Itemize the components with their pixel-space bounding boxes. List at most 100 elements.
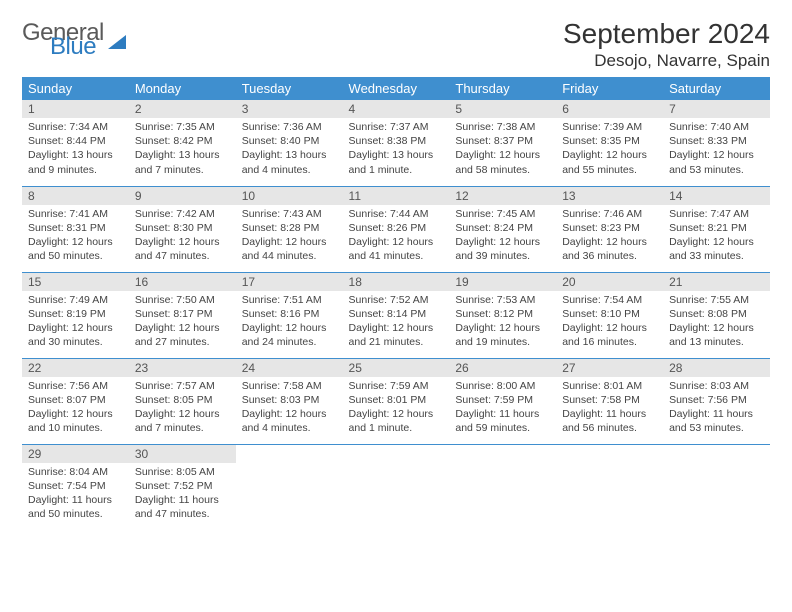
day-number: 16: [129, 273, 236, 291]
daylight-line: Daylight: 11 hours and 47 minutes.: [135, 493, 230, 521]
day-number: 30: [129, 445, 236, 463]
calendar-cell: 18Sunrise: 7:52 AMSunset: 8:14 PMDayligh…: [343, 272, 450, 358]
calendar-cell: 27Sunrise: 8:01 AMSunset: 7:58 PMDayligh…: [556, 358, 663, 444]
day-number: 17: [236, 273, 343, 291]
calendar-cell: 16Sunrise: 7:50 AMSunset: 8:17 PMDayligh…: [129, 272, 236, 358]
day-details: Sunrise: 7:49 AMSunset: 8:19 PMDaylight:…: [22, 291, 129, 354]
day-details: Sunrise: 7:37 AMSunset: 8:38 PMDaylight:…: [343, 118, 450, 181]
sunset-line: Sunset: 8:44 PM: [28, 134, 123, 148]
weekday-header: Thursday: [449, 77, 556, 100]
calendar-cell: 2Sunrise: 7:35 AMSunset: 8:42 PMDaylight…: [129, 100, 236, 186]
calendar-table: Sunday Monday Tuesday Wednesday Thursday…: [22, 77, 770, 530]
sunrise-line: Sunrise: 7:49 AM: [28, 293, 123, 307]
day-details: Sunrise: 8:05 AMSunset: 7:52 PMDaylight:…: [129, 463, 236, 526]
daylight-line: Daylight: 13 hours and 1 minute.: [349, 148, 444, 176]
day-details: Sunrise: 7:41 AMSunset: 8:31 PMDaylight:…: [22, 205, 129, 268]
daylight-line: Daylight: 11 hours and 53 minutes.: [669, 407, 764, 435]
sunrise-line: Sunrise: 8:03 AM: [669, 379, 764, 393]
calendar-row: 29Sunrise: 8:04 AMSunset: 7:54 PMDayligh…: [22, 444, 770, 530]
calendar-cell: 26Sunrise: 8:00 AMSunset: 7:59 PMDayligh…: [449, 358, 556, 444]
day-details: Sunrise: 7:43 AMSunset: 8:28 PMDaylight:…: [236, 205, 343, 268]
sunrise-line: Sunrise: 7:50 AM: [135, 293, 230, 307]
daylight-line: Daylight: 12 hours and 13 minutes.: [669, 321, 764, 349]
sunrise-line: Sunrise: 7:56 AM: [28, 379, 123, 393]
daylight-line: Daylight: 11 hours and 50 minutes.: [28, 493, 123, 521]
calendar-row: 15Sunrise: 7:49 AMSunset: 8:19 PMDayligh…: [22, 272, 770, 358]
sunrise-line: Sunrise: 7:37 AM: [349, 120, 444, 134]
sunrise-line: Sunrise: 7:34 AM: [28, 120, 123, 134]
day-details: Sunrise: 8:04 AMSunset: 7:54 PMDaylight:…: [22, 463, 129, 526]
day-details: Sunrise: 8:01 AMSunset: 7:58 PMDaylight:…: [556, 377, 663, 440]
day-number: 5: [449, 100, 556, 118]
day-number: 27: [556, 359, 663, 377]
day-details: Sunrise: 7:51 AMSunset: 8:16 PMDaylight:…: [236, 291, 343, 354]
day-details: Sunrise: 7:52 AMSunset: 8:14 PMDaylight:…: [343, 291, 450, 354]
day-number: 18: [343, 273, 450, 291]
day-number: 26: [449, 359, 556, 377]
sunrise-line: Sunrise: 7:47 AM: [669, 207, 764, 221]
day-details: Sunrise: 7:36 AMSunset: 8:40 PMDaylight:…: [236, 118, 343, 181]
day-number: 25: [343, 359, 450, 377]
weekday-header: Wednesday: [343, 77, 450, 100]
weekday-header-row: Sunday Monday Tuesday Wednesday Thursday…: [22, 77, 770, 100]
daylight-line: Daylight: 12 hours and 30 minutes.: [28, 321, 123, 349]
sunset-line: Sunset: 8:26 PM: [349, 221, 444, 235]
sunset-line: Sunset: 8:10 PM: [562, 307, 657, 321]
day-details: Sunrise: 7:55 AMSunset: 8:08 PMDaylight:…: [663, 291, 770, 354]
sunset-line: Sunset: 8:30 PM: [135, 221, 230, 235]
sunrise-line: Sunrise: 8:05 AM: [135, 465, 230, 479]
day-number: 14: [663, 187, 770, 205]
sunset-line: Sunset: 8:14 PM: [349, 307, 444, 321]
calendar-cell: [343, 444, 450, 530]
calendar-cell: 21Sunrise: 7:55 AMSunset: 8:08 PMDayligh…: [663, 272, 770, 358]
sunrise-line: Sunrise: 7:44 AM: [349, 207, 444, 221]
weekday-header: Monday: [129, 77, 236, 100]
weekday-header: Friday: [556, 77, 663, 100]
day-number: 24: [236, 359, 343, 377]
sunrise-line: Sunrise: 7:55 AM: [669, 293, 764, 307]
day-details: Sunrise: 7:34 AMSunset: 8:44 PMDaylight:…: [22, 118, 129, 181]
day-number: 3: [236, 100, 343, 118]
sunrise-line: Sunrise: 7:41 AM: [28, 207, 123, 221]
calendar-cell: 22Sunrise: 7:56 AMSunset: 8:07 PMDayligh…: [22, 358, 129, 444]
daylight-line: Daylight: 12 hours and 7 minutes.: [135, 407, 230, 435]
calendar-row: 1Sunrise: 7:34 AMSunset: 8:44 PMDaylight…: [22, 100, 770, 186]
daylight-line: Daylight: 12 hours and 19 minutes.: [455, 321, 550, 349]
sunset-line: Sunset: 8:38 PM: [349, 134, 444, 148]
sunrise-line: Sunrise: 7:51 AM: [242, 293, 337, 307]
calendar-cell: 23Sunrise: 7:57 AMSunset: 8:05 PMDayligh…: [129, 358, 236, 444]
day-details: Sunrise: 7:35 AMSunset: 8:42 PMDaylight:…: [129, 118, 236, 181]
calendar-cell: 19Sunrise: 7:53 AMSunset: 8:12 PMDayligh…: [449, 272, 556, 358]
calendar-cell: [556, 444, 663, 530]
daylight-line: Daylight: 12 hours and 21 minutes.: [349, 321, 444, 349]
calendar-cell: 25Sunrise: 7:59 AMSunset: 8:01 PMDayligh…: [343, 358, 450, 444]
daylight-line: Daylight: 12 hours and 24 minutes.: [242, 321, 337, 349]
sunrise-line: Sunrise: 7:36 AM: [242, 120, 337, 134]
weekday-header: Tuesday: [236, 77, 343, 100]
calendar-cell: 28Sunrise: 8:03 AMSunset: 7:56 PMDayligh…: [663, 358, 770, 444]
day-number: 28: [663, 359, 770, 377]
sunset-line: Sunset: 8:21 PM: [669, 221, 764, 235]
daylight-line: Daylight: 11 hours and 59 minutes.: [455, 407, 550, 435]
day-number: 10: [236, 187, 343, 205]
day-details: Sunrise: 7:46 AMSunset: 8:23 PMDaylight:…: [556, 205, 663, 268]
title-block: September 2024 Desojo, Navarre, Spain: [563, 18, 770, 71]
sunset-line: Sunset: 8:35 PM: [562, 134, 657, 148]
day-details: Sunrise: 7:40 AMSunset: 8:33 PMDaylight:…: [663, 118, 770, 181]
sunrise-line: Sunrise: 7:57 AM: [135, 379, 230, 393]
day-details: Sunrise: 7:39 AMSunset: 8:35 PMDaylight:…: [556, 118, 663, 181]
sunset-line: Sunset: 8:24 PM: [455, 221, 550, 235]
sunset-line: Sunset: 8:33 PM: [669, 134, 764, 148]
sunset-line: Sunset: 8:03 PM: [242, 393, 337, 407]
daylight-line: Daylight: 12 hours and 55 minutes.: [562, 148, 657, 176]
day-details: Sunrise: 7:45 AMSunset: 8:24 PMDaylight:…: [449, 205, 556, 268]
calendar-row: 22Sunrise: 7:56 AMSunset: 8:07 PMDayligh…: [22, 358, 770, 444]
day-number: 6: [556, 100, 663, 118]
daylight-line: Daylight: 12 hours and 1 minute.: [349, 407, 444, 435]
calendar-cell: 9Sunrise: 7:42 AMSunset: 8:30 PMDaylight…: [129, 186, 236, 272]
day-number: 1: [22, 100, 129, 118]
sunrise-line: Sunrise: 7:58 AM: [242, 379, 337, 393]
calendar-cell: [236, 444, 343, 530]
sunrise-line: Sunrise: 7:45 AM: [455, 207, 550, 221]
calendar-row: 8Sunrise: 7:41 AMSunset: 8:31 PMDaylight…: [22, 186, 770, 272]
